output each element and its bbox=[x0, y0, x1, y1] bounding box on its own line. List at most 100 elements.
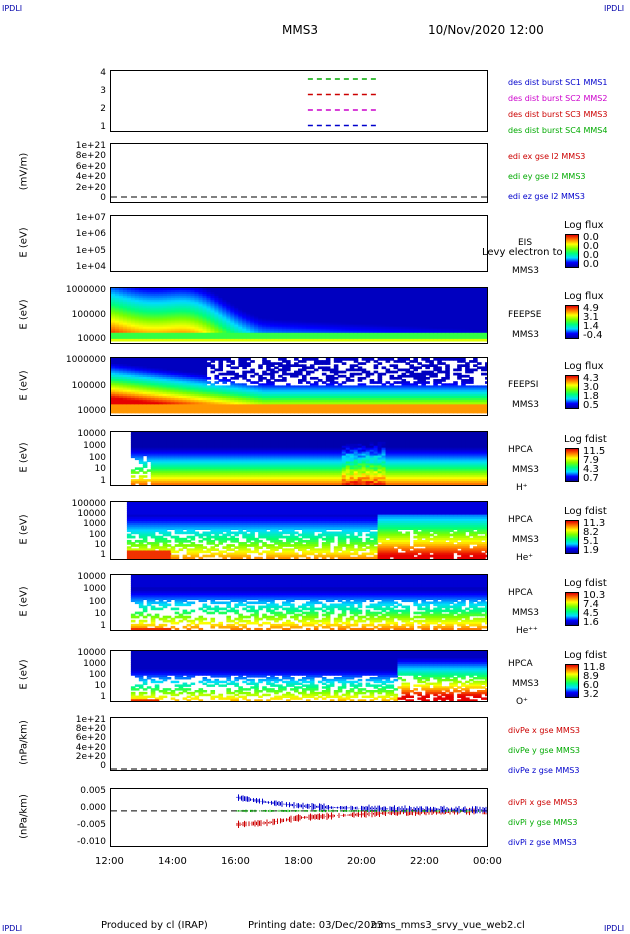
spectro-cell bbox=[469, 408, 474, 412]
spectro-cell bbox=[305, 294, 311, 297]
spectro-cell bbox=[294, 312, 299, 316]
spectro-cell bbox=[246, 312, 251, 316]
spectro-cell bbox=[190, 298, 196, 301]
spectro-cell bbox=[437, 302, 442, 305]
spectro-cell bbox=[170, 320, 176, 324]
spectro-cell bbox=[114, 330, 120, 334]
spectro-cell bbox=[178, 459, 184, 463]
spectro-cell bbox=[465, 310, 470, 314]
spectro-cell bbox=[317, 294, 323, 297]
spectro-cell bbox=[194, 463, 200, 466]
spectro-cell bbox=[409, 324, 414, 328]
y-tick-label: 2e+20 bbox=[75, 182, 106, 193]
spectro-cell bbox=[242, 360, 247, 363]
spectro-cell bbox=[154, 477, 160, 480]
spectro-cell bbox=[481, 406, 486, 410]
spectro-cell bbox=[250, 326, 255, 330]
spectro-cell bbox=[150, 393, 156, 397]
spectro-cell bbox=[381, 366, 387, 370]
spectro-cell bbox=[417, 381, 422, 384]
spectro-cell bbox=[485, 322, 487, 326]
spectro-cell bbox=[174, 481, 180, 484]
spectro-cell bbox=[218, 408, 224, 412]
spectro-cell bbox=[226, 400, 231, 403]
spectro-cell bbox=[437, 292, 442, 295]
spectro-cell bbox=[469, 334, 474, 338]
spectro-cell bbox=[405, 290, 411, 293]
spectro-cell bbox=[178, 310, 184, 314]
spectro-cell bbox=[214, 312, 220, 316]
spectro-cell bbox=[469, 304, 474, 307]
spectro-cell bbox=[118, 314, 124, 318]
spectro-cell bbox=[262, 393, 267, 397]
spectro-cell bbox=[222, 294, 227, 297]
spectro-cell bbox=[178, 322, 184, 326]
spectro-cell bbox=[305, 296, 311, 299]
spectro-cell bbox=[154, 330, 160, 334]
spectro-cell bbox=[150, 322, 156, 326]
spectro-cell bbox=[226, 310, 231, 314]
spectro-cell bbox=[477, 298, 482, 301]
spectro-cell bbox=[146, 292, 152, 295]
spectro-cell bbox=[162, 312, 168, 316]
spectro-cell bbox=[329, 338, 335, 342]
spectro-cell bbox=[461, 290, 466, 293]
spectro-cell bbox=[130, 302, 136, 305]
spectro-cell bbox=[154, 360, 160, 363]
spectro-cell bbox=[461, 314, 466, 318]
spectro-cell bbox=[377, 320, 383, 324]
spectro-cell bbox=[290, 298, 295, 301]
spectro-cell bbox=[154, 465, 160, 468]
spectro-cell bbox=[385, 304, 391, 307]
spectro-cell bbox=[206, 395, 212, 399]
spectro-cell bbox=[186, 290, 192, 293]
spectro-cell bbox=[214, 306, 220, 309]
spectro-cell bbox=[298, 402, 303, 405]
spectro-cell bbox=[477, 338, 482, 342]
spectro-cell bbox=[210, 360, 216, 363]
spectro-cell bbox=[445, 324, 450, 328]
spectro-cell bbox=[425, 364, 430, 368]
spectro-cell bbox=[258, 395, 263, 399]
spectro-cell bbox=[186, 364, 192, 368]
spectro-cell bbox=[158, 479, 164, 482]
spectro-cell bbox=[449, 385, 454, 389]
spectro-cell bbox=[329, 398, 335, 401]
spectro-cell bbox=[433, 334, 438, 338]
spectro-cell bbox=[182, 296, 188, 299]
spectro-cell bbox=[238, 310, 243, 314]
spectro-cell bbox=[333, 358, 339, 361]
spectro-cell bbox=[377, 389, 383, 393]
spectro-cell bbox=[202, 398, 208, 401]
spectro-cell bbox=[190, 304, 196, 307]
spectro-cell bbox=[313, 381, 319, 384]
spectro-cell bbox=[202, 320, 208, 324]
spectro-cell bbox=[230, 389, 235, 393]
spectro-cell bbox=[174, 467, 180, 470]
spectro-cell bbox=[198, 374, 204, 378]
spectro-cell bbox=[465, 370, 470, 374]
spectro-cell bbox=[218, 320, 224, 324]
spectro-cell bbox=[170, 322, 176, 326]
spectro-cell bbox=[441, 328, 446, 332]
spectro-cell bbox=[313, 398, 319, 401]
spectro-cell bbox=[373, 402, 379, 405]
spectro-cell bbox=[481, 326, 486, 330]
spectro-cell bbox=[186, 479, 192, 482]
spectro-cell bbox=[477, 330, 482, 334]
spectro-cell bbox=[309, 294, 315, 297]
spectro-cell bbox=[485, 318, 487, 322]
spectro-cell bbox=[298, 410, 303, 414]
spectro-cell bbox=[238, 398, 243, 401]
spectro-cell bbox=[198, 366, 204, 370]
spectro-cell bbox=[194, 467, 200, 470]
spectro-cell bbox=[138, 451, 144, 455]
spectro-cell bbox=[130, 306, 136, 309]
spectro-cell bbox=[305, 322, 311, 326]
spectro-cell bbox=[122, 366, 128, 370]
spectro-cell bbox=[170, 477, 176, 480]
spectro-cell bbox=[353, 334, 359, 338]
spectro-cell bbox=[353, 395, 359, 399]
spectro-cell bbox=[437, 304, 442, 307]
spectro-cell bbox=[206, 393, 212, 397]
